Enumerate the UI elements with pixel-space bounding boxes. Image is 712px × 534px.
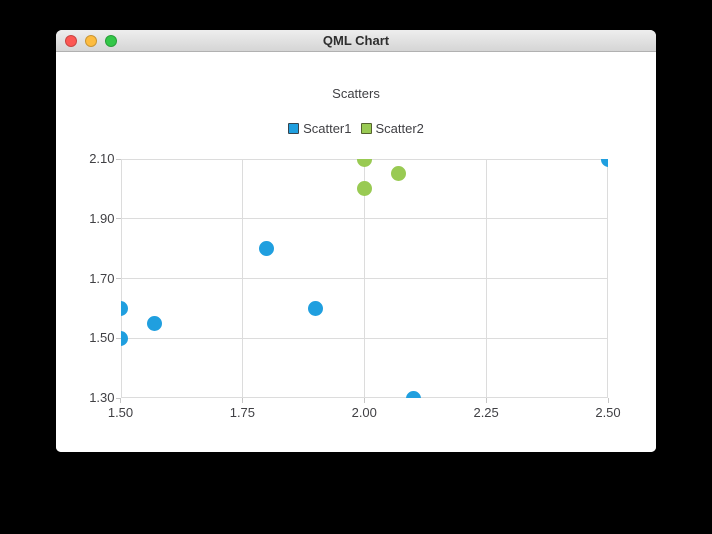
scatter-point[interactable] — [600, 159, 608, 167]
plot-area — [120, 159, 608, 398]
y-axis-label: 2.10 — [89, 151, 115, 166]
gridline-horizontal — [120, 397, 608, 398]
x-axis-tick — [120, 398, 121, 403]
scatter-point[interactable] — [356, 181, 372, 197]
x-axis-label: 1.50 — [107, 405, 134, 420]
window-title: QML Chart — [322, 33, 390, 48]
gridline-horizontal — [120, 278, 608, 279]
scatter-point[interactable] — [390, 166, 406, 182]
traffic-lights — [65, 35, 117, 47]
scatter-point[interactable] — [356, 159, 372, 167]
legend-marker-icon — [360, 122, 372, 134]
x-axis-tick — [607, 398, 609, 403]
chart-view: Scatters Scatter1 Scatter2 1.50 1.75 2.00 2.… — [56, 52, 656, 452]
chart-title: Scatters — [332, 86, 380, 101]
zoom-button[interactable] — [105, 35, 117, 47]
legend-label: Scatter2 — [375, 120, 424, 136]
y-axis-label: 1.50 — [89, 330, 115, 346]
scatter-point[interactable] — [405, 390, 421, 398]
legend-marker-icon — [288, 122, 300, 134]
x-axis-tick — [363, 398, 365, 403]
x-axis-label: 2.25 — [473, 405, 499, 420]
scatter-point[interactable] — [120, 330, 128, 346]
y-axis-tick — [115, 158, 121, 160]
y-axis-tick — [115, 218, 121, 220]
legend-item-scatter2[interactable]: Scatter2 — [360, 120, 424, 136]
x-axis-tick — [241, 398, 243, 403]
y-axis-label: 1.30 — [89, 390, 115, 405]
titlebar[interactable]: QML Chart — [56, 30, 656, 52]
x-axis-label: 2.50 — [595, 405, 621, 420]
legend-item-scatter1[interactable]: Scatter1 — [288, 120, 352, 136]
scatter-point[interactable] — [259, 241, 275, 257]
y-axis-tick — [115, 337, 121, 339]
y-axis-tick — [115, 397, 121, 399]
x-axis-tick — [485, 398, 487, 403]
legend: Scatter1 Scatter2 — [56, 119, 656, 137]
close-button[interactable] — [65, 35, 77, 47]
x-axis-label: 2.00 — [351, 405, 377, 420]
legend-label: Scatter1 — [303, 120, 352, 136]
y-axis-label: 1.90 — [89, 210, 115, 226]
x-axis-label: 1.75 — [229, 405, 256, 420]
scatter-point[interactable] — [120, 300, 128, 316]
gridline-horizontal — [120, 218, 608, 220]
scatter-point[interactable] — [147, 315, 163, 331]
app-window: QML Chart Scatters Scatter1 Scatter2 1.50… — [56, 30, 656, 452]
gridline-horizontal — [120, 337, 608, 339]
scatter-point[interactable] — [308, 300, 323, 316]
minimize-button[interactable] — [85, 35, 97, 47]
y-axis-label: 1.70 — [89, 270, 115, 286]
y-axis-tick — [115, 278, 121, 279]
